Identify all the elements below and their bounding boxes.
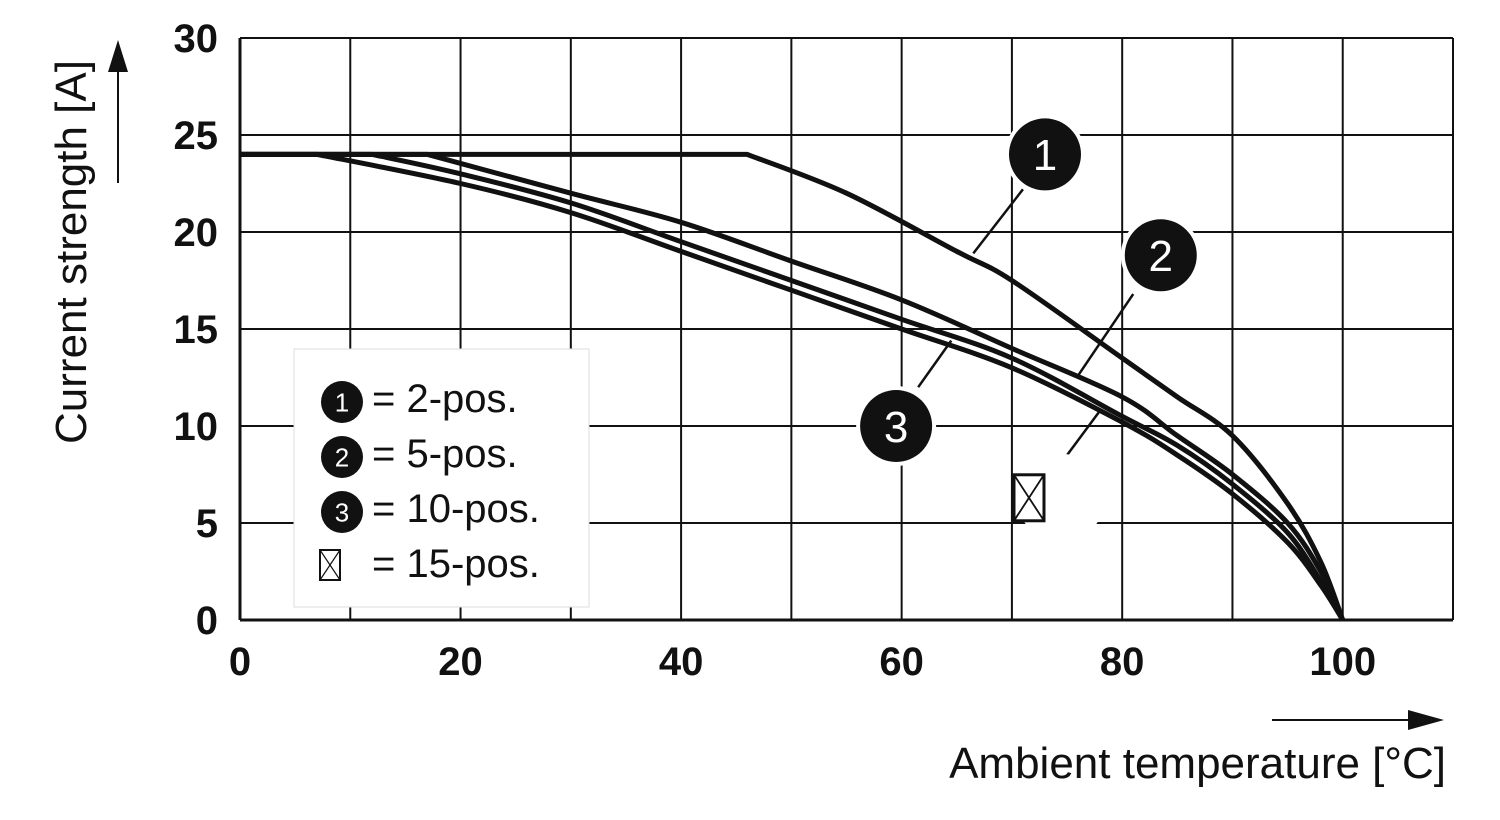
x-axis-arrow bbox=[1272, 710, 1444, 730]
legend-label: = 10-pos. bbox=[372, 487, 540, 531]
legend-item: = 15-pos. bbox=[319, 542, 540, 586]
series-line-4 bbox=[240, 151, 1345, 622]
legend-item: 2 = 5-pos. bbox=[317, 432, 518, 482]
y-axis-arrow bbox=[108, 40, 128, 183]
y-tick-labels: 0 5 10 15 20 25 30 bbox=[174, 17, 219, 643]
badge-circle bbox=[1124, 219, 1197, 292]
badge-number: 1 bbox=[1033, 131, 1057, 180]
badge-circle bbox=[1008, 118, 1081, 191]
y-tick-label: 10 bbox=[174, 405, 219, 449]
y-tick-label: 5 bbox=[196, 502, 218, 546]
x-tick-labels: 0 20 40 60 80 100 bbox=[229, 640, 1376, 684]
badge-number: 2 bbox=[335, 442, 349, 472]
crossed-box-diagonal bbox=[1013, 474, 1045, 522]
callouts: 1 2 3 bbox=[856, 114, 1201, 542]
callout-badge-3: 3 bbox=[856, 386, 937, 466]
callout-badge-1: 1 bbox=[1004, 114, 1085, 195]
x-axis-title: Ambient temperature [°C] bbox=[949, 739, 1446, 788]
legend-crossed-box bbox=[319, 549, 341, 581]
legend-label: = 15-pos. bbox=[372, 542, 540, 586]
leader-line bbox=[1066, 409, 1102, 456]
legend-item: 3 = 10-pos. bbox=[317, 487, 540, 537]
x-tick-label: 80 bbox=[1100, 640, 1145, 684]
crossed-box-diagonal bbox=[319, 549, 341, 581]
badge-number: 3 bbox=[884, 403, 908, 452]
series-line-1 bbox=[240, 151, 1346, 621]
y-tick-label: 25 bbox=[174, 114, 219, 158]
x-tick-label: 60 bbox=[879, 640, 924, 684]
legend-badge-2: 2 bbox=[317, 432, 367, 482]
badge-circle bbox=[860, 390, 933, 462]
legend-badge-1: 1 bbox=[317, 377, 367, 427]
curves bbox=[240, 151, 1346, 622]
callout-badge-2: 2 bbox=[1120, 215, 1201, 296]
badge-number: 2 bbox=[1149, 232, 1173, 281]
series-line-2 bbox=[240, 151, 1345, 622]
badge-circle bbox=[321, 381, 363, 423]
x-tick-label: 40 bbox=[659, 640, 704, 684]
x-tick-label: 100 bbox=[1309, 640, 1376, 684]
x-tick-label: 0 bbox=[229, 640, 251, 684]
legend-label: = 5-pos. bbox=[372, 432, 518, 476]
legend-item: 1 = 2-pos. bbox=[317, 377, 518, 427]
y-tick-label: 0 bbox=[196, 599, 218, 643]
y-tick-label: 30 bbox=[174, 17, 219, 61]
leader-line bbox=[917, 339, 953, 388]
callout-leaders bbox=[917, 188, 1135, 456]
legend-box: 1 = 2-pos. 2 = 5-pos. 3 = 10-pos. = 15-pos. bbox=[293, 348, 590, 608]
callout-crossed-box bbox=[1012, 473, 1046, 523]
grid bbox=[238, 37, 1454, 622]
badge-number: 3 bbox=[335, 497, 349, 527]
badge-circle bbox=[321, 436, 363, 478]
legend-label: = 2-pos. bbox=[372, 377, 518, 421]
leader-line bbox=[972, 188, 1024, 255]
badge-circle bbox=[321, 491, 363, 533]
leader-line bbox=[1077, 293, 1135, 377]
y-tick-label: 15 bbox=[174, 308, 219, 352]
badge-number: 1 bbox=[335, 387, 349, 417]
y-tick-label: 20 bbox=[174, 211, 219, 255]
series-line-3 bbox=[240, 151, 1345, 622]
legend-badge-3: 3 bbox=[317, 487, 367, 537]
y-axis-title: Current strength [A] bbox=[47, 60, 96, 444]
x-tick-label: 20 bbox=[438, 640, 483, 684]
